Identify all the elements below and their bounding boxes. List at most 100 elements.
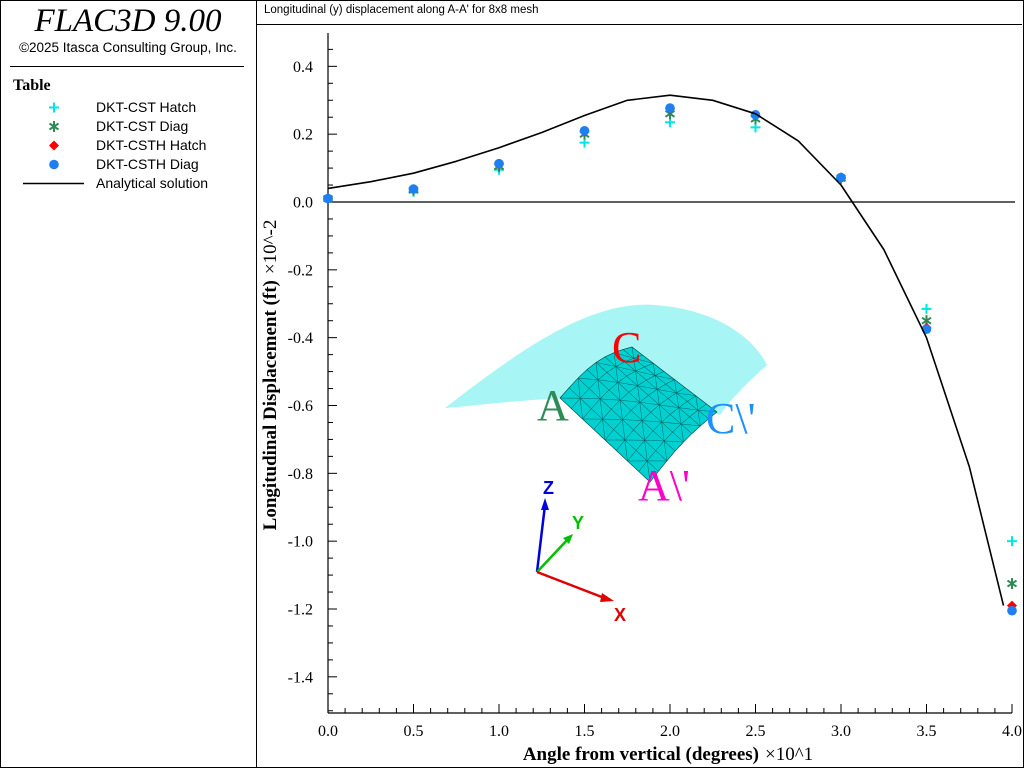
x-tick-label: 2.5 [746,723,766,740]
mesh-diagonal [642,420,662,423]
y-tick-label: -1.2 [288,602,313,619]
mesh-diagonal [674,379,677,393]
legend-label: DKT-CST Hatch [96,99,197,115]
legend-item-analytical-solution[interactable]: Analytical solution [0,174,256,193]
x-axis-arrow [536,570,608,601]
y-axis-title: Longitudinal Displacement (ft)×10^-2 [260,220,281,531]
mesh-diagonal [622,419,626,441]
x-tick-label: 2.0 [660,723,680,740]
y-tick-label: 0.0 [293,195,313,212]
plus-point [921,303,932,314]
app-title: FLAC3D 9.00 [34,3,222,39]
y-tick-label: 0.4 [293,59,313,76]
circle-point [836,172,846,183]
circle-point [665,103,675,113]
legend-item-dkt-csth-diag[interactable]: DKT-CSTH Diag [0,155,256,174]
plot-title-bar: Longitudinal (y) displacement along A-A'… [257,0,1022,25]
x-arrowhead-icon [600,593,614,602]
mesh-diagonal [641,420,645,441]
x-axis-title: Angle from vertical (degrees) ×10^1 [523,744,813,765]
x-tick-label: 3.0 [831,723,851,740]
left-panel: FLAC3D 9.00 ©2025 Itasca Consulting Grou… [0,0,257,767]
x-ticks: 0.0 0.5 1.0 1.5 2.0 2.5 3.0 3.5 4.0 [318,704,1022,740]
circle-point [579,125,590,136]
legend-item-dkt-cst-hatch[interactable]: DKT-CST Hatch [0,98,256,117]
mesh-diagonal [639,402,660,406]
mesh-diagonal [595,362,616,367]
mesh-diagonal [637,385,658,390]
x-axis-label: X [614,605,626,625]
mesh-diagonal [644,440,665,442]
plus-point [1007,536,1017,547]
asterisk-marker-icon [48,121,60,132]
chart[interactable]: A C C\' A\' Z Y X 0.0 0.5 1.0 1.5 2.0 2.5 3.0 3… [257,25,1022,767]
z-axis-label: Z [543,478,554,498]
label-a-prime: A\' [638,461,690,510]
mesh-diagonal [647,460,651,483]
line-marker-icon [23,182,84,185]
x-tick-label: 3.5 [917,723,937,740]
circle-point [1007,605,1017,616]
mesh-diagonal [697,409,718,413]
label-c: C [612,323,641,372]
y-arrowhead-icon [563,534,573,544]
mesh-diagonal [653,363,656,376]
legend-label: DKT-CST Diag [96,118,189,134]
mesh-diagonal [654,375,658,390]
mesh-diagonal [664,440,684,443]
mesh-diagonal [577,377,599,381]
y-axis-label: Y [572,513,584,533]
mesh-diagonal [695,395,699,411]
plot-title: Longitudinal (y) displacement along A-A'… [264,4,539,16]
mesh-diagonal [639,402,643,421]
mesh-diagonal [613,352,634,359]
mesh-diagonal [676,392,679,408]
z-arrowhead-icon [541,498,549,510]
mesh-diagonal [615,366,619,383]
circle-point [750,110,761,120]
legend-label: Analytical solution [96,175,209,191]
mesh-line [616,387,686,451]
x-tick-label: 1.5 [575,723,595,740]
mesh-diagonal [637,385,640,403]
mesh-diagonal [635,370,638,386]
legend-item-dkt-cst-diag[interactable]: DKT-CST Diag [0,117,256,136]
mesh-diagonal [622,419,643,421]
mesh-diagonal [661,421,682,425]
mesh-diagonal [678,407,682,425]
model-inset: A C C\' A\' Z Y X [445,304,767,625]
asterisk-point [1006,578,1018,590]
mesh-line [638,403,707,472]
mesh-diagonal [620,399,640,403]
circle-point [408,184,419,194]
mesh-diagonal [659,404,679,408]
mesh-diagonal [580,398,601,400]
x-tick-label: 1.0 [489,723,509,740]
legend-item-dkt-csth-hatch[interactable]: DKT-CSTH Hatch [0,136,256,155]
y-tick-label: -0.6 [288,398,313,415]
z-axis-arrow [535,504,547,573]
mesh-diagonal [617,382,638,386]
y-axis-arrow [536,537,570,573]
y-tick-label: 0.2 [293,127,313,144]
legend-label: DKT-CSTH Diag [96,156,199,172]
diamond-marker-icon [49,140,59,151]
y-tick-label: -0.2 [288,262,313,279]
x-tick-label: 4.0 [1002,723,1022,740]
series-analytical-solution [327,94,1005,606]
panel-divider [10,66,244,67]
mesh-diagonal [656,389,660,405]
mesh-diagonal [659,404,662,423]
mesh-diagonal [663,440,667,461]
y-tick-label: -0.8 [288,466,313,483]
series-layer [322,94,1018,616]
mesh-diagonal [635,370,656,376]
mesh-diagonal [661,422,665,441]
circle-marker-icon [49,159,59,170]
mesh-diagonal [676,392,696,396]
y-tick-label: -1.4 [288,669,313,686]
mesh-diagonal [617,382,621,401]
mesh-diagonal [613,352,617,367]
y-tick-label: -1.0 [288,534,313,551]
analytical-line [327,94,1005,606]
